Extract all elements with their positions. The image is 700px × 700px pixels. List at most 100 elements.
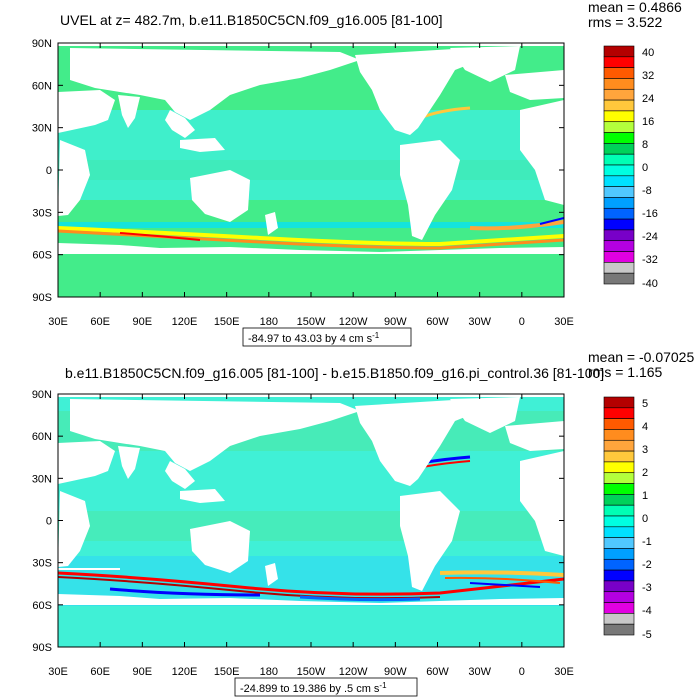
colorbar-box [603, 504, 635, 517]
colorbar-1 [603, 45, 635, 285]
panel-2: b.e11.B1850C5CN.f09_g16.005 [81-100] - b… [32, 349, 694, 697]
svg-text:-40: -40 [642, 278, 658, 290]
colorbar-box [603, 558, 635, 571]
svg-text:40: 40 [642, 47, 654, 59]
y-tick-label: 90S [32, 292, 52, 304]
colorbar-box [603, 207, 635, 220]
panel-1-mean: mean = 0.4866 [588, 0, 682, 15]
panel-2-mean: mean = -0.07025 [588, 349, 694, 365]
x-tick-label: 90E [133, 666, 153, 678]
x-tick-label: 30E [554, 316, 574, 328]
svg-text:8: 8 [642, 139, 648, 151]
x-tick-label: 120W [339, 316, 368, 328]
colorbar-box [603, 439, 635, 452]
svg-text:-1: -1 [642, 536, 652, 548]
svg-text:1: 1 [642, 490, 648, 502]
colorbar-box [603, 483, 635, 495]
colorbar-box [603, 132, 635, 144]
x-tick-label: 120E [172, 666, 198, 678]
colorbar-box [603, 429, 635, 441]
x-tick-label: 120W [339, 666, 368, 678]
svg-text:-2: -2 [642, 559, 652, 571]
svg-text:0: 0 [642, 513, 648, 525]
x-tick-label: 90E [133, 316, 153, 328]
colorbar-box [603, 251, 635, 263]
colorbar-box [603, 548, 635, 560]
colorbar-box [603, 229, 635, 242]
colorbar-box [603, 526, 635, 538]
panel-1-title: UVEL at z= 482.7m, b.e11.B1850C5CN.f09_g… [60, 12, 443, 28]
svg-text:-4: -4 [642, 605, 652, 617]
svg-text:-24: -24 [642, 231, 658, 243]
y-tick-label: 60N [32, 431, 52, 443]
y-tick-label: 90N [32, 38, 52, 50]
x-tick-label: 30W [468, 666, 491, 678]
colorbar-box [603, 175, 635, 187]
colorbar-box [603, 461, 635, 474]
x-tick-label: 180 [260, 316, 278, 328]
panel-1-range-box [242, 327, 412, 347]
panel-2-range-label: -24.899 to 19.386 by .5 cm s-1 [240, 681, 387, 695]
y-tick-label: 90N [32, 389, 52, 401]
x-tick-label: 30E [48, 666, 68, 678]
map-1-ticks: 30E 60E 90E 120E 150E 180 150W 120W 90W 60W 30W 0 30… [32, 38, 574, 328]
x-tick-label: 150E [214, 316, 240, 328]
panel-1: UVEL at z= 482.7m, b.e11.B1850C5CN.f09_g… [32, 0, 682, 347]
panel-2-title: b.e11.B1850C5CN.f09_g16.005 [81-100] - b… [65, 365, 604, 381]
colorbar-2-labels: 5 4 3 2 1 0 -1 -2 -3 -4 -5 [642, 398, 652, 641]
y-tick-label: 60N [32, 80, 52, 92]
x-tick-label: 150W [297, 316, 326, 328]
svg-text:2: 2 [642, 467, 648, 479]
svg-text:-3: -3 [642, 582, 652, 594]
colorbar-box [603, 272, 635, 285]
map-2-ticks: 30E 60E 90E 120E 150E 180 150W 120W 90W 60W 30W 0 30… [32, 389, 574, 678]
x-tick-label: 30E [48, 316, 68, 328]
colorbar-box [603, 143, 635, 155]
y-tick-label: 60S [32, 250, 52, 262]
y-tick-label: 0 [46, 516, 52, 528]
x-tick-label: 90W [384, 666, 407, 678]
colorbar-box [603, 613, 635, 625]
x-tick-label: 180 [260, 666, 278, 678]
x-tick-label: 60W [426, 316, 449, 328]
panel-2-rms: rms = 1.165 [588, 364, 663, 380]
colorbar-box [603, 45, 635, 58]
svg-text:5: 5 [642, 398, 648, 410]
y-tick-label: 30S [32, 207, 52, 219]
x-tick-label: 120E [172, 316, 198, 328]
colorbar-box [603, 591, 635, 603]
map-1-equatorial-band [58, 110, 564, 200]
colorbar-box [603, 262, 635, 274]
panel-1-rms: rms = 3.522 [588, 14, 663, 30]
svg-text:24: 24 [642, 93, 654, 105]
colorbar-box [603, 67, 635, 79]
colorbar-box [603, 164, 635, 177]
svg-text:0: 0 [642, 162, 648, 174]
x-tick-label: 90W [384, 316, 407, 328]
colorbar-box [603, 218, 635, 231]
colorbar-box [603, 472, 635, 484]
colorbar-box [603, 537, 635, 549]
colorbar-box [603, 569, 635, 582]
colorbar-box [603, 418, 635, 430]
colorbar-1-labels: 40 32 24 16 8 0 -8 -16 -24 -32 -40 [642, 47, 658, 290]
colorbar-box [603, 197, 635, 209]
colorbar-box [603, 88, 635, 101]
colorbar-box [603, 407, 635, 419]
colorbar-box [603, 78, 635, 90]
panel-1-range-label: -84.97 to 43.03 by 4 cm s-1 [248, 331, 380, 345]
colorbar-box [603, 623, 635, 636]
y-tick-label: 0 [46, 165, 52, 177]
svg-text:-32: -32 [642, 254, 658, 266]
x-tick-label: 0 [519, 666, 525, 678]
colorbar-box [603, 580, 635, 593]
colorbar-box [603, 186, 635, 198]
colorbar-box [603, 515, 635, 528]
y-tick-label: 30N [32, 123, 52, 135]
x-tick-label: 150W [297, 666, 326, 678]
colorbar-box [603, 450, 635, 463]
svg-text:32: 32 [642, 70, 654, 82]
y-tick-label: 30S [32, 558, 52, 570]
x-tick-label: 30E [554, 666, 574, 678]
